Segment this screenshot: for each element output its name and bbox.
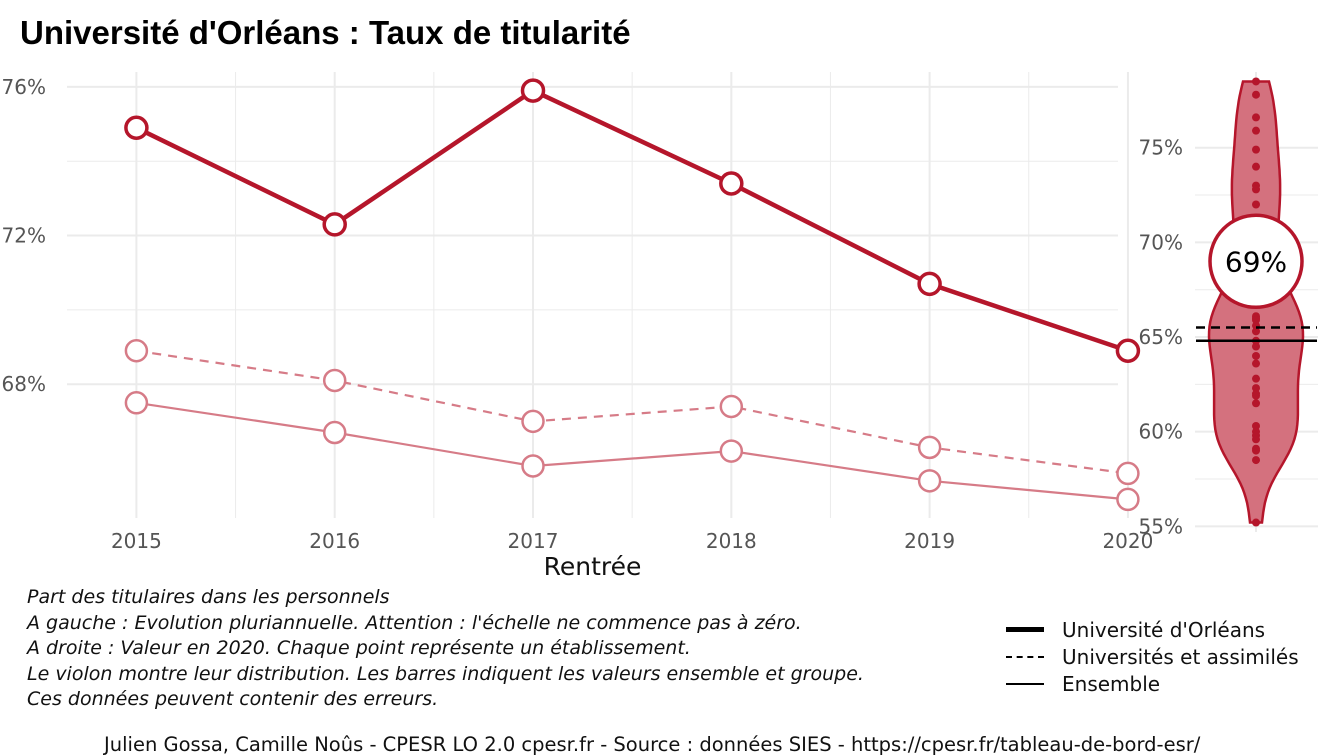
x-tick-label: 2019 [904, 529, 955, 553]
y-tick-label: 72% [2, 224, 46, 248]
series-point [520, 78, 546, 103]
institution-dot [1252, 351, 1260, 360]
x-tick-label: 2016 [309, 529, 360, 553]
institution-dot [1252, 456, 1260, 465]
series-point [917, 435, 942, 460]
series-point [322, 420, 347, 445]
series-point [1115, 338, 1141, 363]
institution-dot [1252, 391, 1260, 400]
institution-dot [1252, 421, 1260, 430]
series-point [1116, 461, 1140, 486]
y-tick-label: 55% [1139, 514, 1183, 538]
institution-dot [1252, 162, 1260, 171]
legend-label: Universités et assimilés [1062, 644, 1299, 669]
institution-dot [1252, 399, 1260, 408]
legend-key-solid-thin [1006, 682, 1044, 685]
caption: Part des titulaires dans les personnels … [27, 585, 864, 713]
caption-line: A gauche : Evolution pluriannuelle. Atte… [27, 611, 802, 634]
institution-dot [1252, 77, 1260, 86]
line-panel: 68% 72% 76% 2015 2016 2017 2018 2019 2020 Rentrée [2, 72, 1153, 581]
series-point [124, 115, 149, 140]
series-point [719, 171, 744, 196]
institution-dot [1252, 446, 1260, 455]
institution-dot [1252, 342, 1260, 351]
institution-dot [1252, 327, 1260, 336]
series-point [124, 391, 149, 415]
x-tick-label: 2020 [1102, 529, 1153, 553]
institution-dot [1252, 435, 1260, 444]
institution-dot [1252, 315, 1260, 324]
caption-line: Part des titulaires dans les personnels [27, 586, 390, 608]
source-credit: Julien Gossa, Camille Noûs - CPESR LO 2.… [104, 733, 1201, 756]
series-line [136, 401, 1129, 501]
y-tick-label: 68% [2, 372, 46, 396]
x-tick-label: 2017 [508, 529, 559, 553]
series-line [135, 88, 1129, 353]
x-tick-label: 2015 [111, 529, 162, 553]
x-tick-label: 2018 [706, 529, 757, 553]
series-point [719, 439, 744, 463]
y-tick-label: 70% [1139, 230, 1183, 254]
legend-item: Université d'Orléans [1006, 616, 1299, 643]
caption-line: Ces données peuvent contenir des erreurs… [27, 688, 439, 710]
legend-key-dashed [1006, 655, 1044, 658]
caption-line: Le violon montre leur distribution. Les … [27, 662, 864, 685]
violin-panel: 55% 60% 65% 70% 75% 69% [1139, 72, 1318, 538]
series-point [322, 368, 347, 393]
institution-dot [1252, 185, 1260, 194]
series-line [136, 349, 1129, 475]
series-point [521, 409, 545, 434]
institution-dot [1252, 200, 1260, 209]
series-point [124, 339, 149, 363]
legend-item: Ensemble [1006, 670, 1299, 697]
series-point [521, 454, 545, 478]
series-point [719, 394, 744, 419]
institution-dot [1252, 359, 1260, 368]
highlight-bubble [1208, 213, 1304, 310]
series-point [1116, 487, 1140, 512]
legend-item: Universités et assimilés [1006, 643, 1299, 670]
y-tick-label: 75% [1139, 136, 1183, 160]
series-point [917, 469, 942, 493]
institution-dot [1252, 518, 1260, 527]
x-axis-title: Rentrée [544, 552, 642, 581]
y-tick-label: 76% [2, 75, 46, 99]
institution-dot [1252, 90, 1260, 99]
institution-dot [1252, 113, 1260, 122]
institution-dot [1252, 374, 1260, 383]
legend-label: Ensemble [1062, 671, 1161, 696]
legend-label: Université d'Orléans [1062, 617, 1266, 642]
institution-dot [1252, 126, 1260, 135]
legend-key-solid-thick [1006, 627, 1044, 632]
chart-title: Université d'Orléans : Taux de titularit… [20, 14, 631, 51]
highlight-value-label: 69% [1225, 245, 1287, 278]
series-point [322, 212, 347, 237]
institution-dot [1252, 145, 1260, 154]
caption-line: A droite : Valeur en 2020. Chaque point … [27, 637, 691, 659]
legend: Université d'Orléans Universités et assi… [1006, 616, 1299, 697]
y-tick-label: 60% [1139, 420, 1183, 444]
series-point [917, 271, 942, 297]
y-tick-label: 65% [1139, 325, 1183, 349]
institution-dot [1252, 384, 1260, 393]
